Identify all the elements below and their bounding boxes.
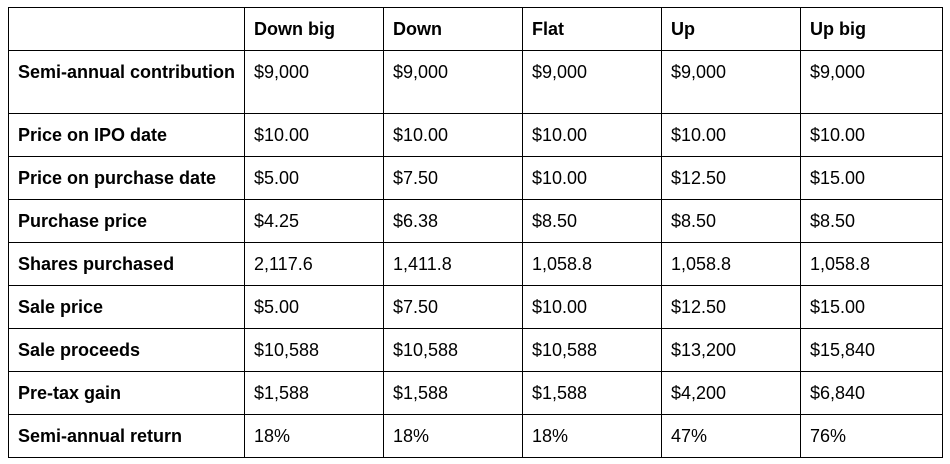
table-cell: $9,000	[244, 50, 384, 114]
table-cell: $15.00	[800, 285, 943, 329]
table-row: Sale price $5.00 $7.50 $10.00 $12.50 $15…	[8, 285, 943, 329]
column-header-up-big: Up big	[800, 7, 943, 51]
corner-cell	[8, 7, 245, 51]
table-header-row: Down big Down Flat Up Up big	[8, 7, 943, 51]
table-cell: $10.00	[383, 113, 523, 157]
table-cell: $12.50	[661, 156, 801, 200]
table-cell: $6.38	[383, 199, 523, 243]
table-row: Price on IPO date $10.00 $10.00 $10.00 $…	[8, 113, 943, 157]
table-cell: $9,000	[661, 50, 801, 114]
row-label: Purchase price	[8, 199, 245, 243]
table-cell: 18%	[522, 414, 662, 458]
table-cell: $13,200	[661, 328, 801, 372]
table-cell: $9,000	[383, 50, 523, 114]
table-cell: $7.50	[383, 156, 523, 200]
row-label: Semi-annual contribution	[8, 50, 245, 114]
table-row: Semi-annual contribution $9,000 $9,000 $…	[8, 50, 943, 114]
espp-scenario-table: Down big Down Flat Up Up big Semi-annual…	[8, 7, 943, 458]
row-label: Price on IPO date	[8, 113, 245, 157]
table-cell: $10,588	[522, 328, 662, 372]
column-header-down-big: Down big	[244, 7, 384, 51]
table-cell: 1,058.8	[661, 242, 801, 286]
table-cell: $10.00	[800, 113, 943, 157]
table-cell: $5.00	[244, 156, 384, 200]
table-cell: $1,588	[244, 371, 384, 415]
table-row: Purchase price $4.25 $6.38 $8.50 $8.50 $…	[8, 199, 943, 243]
row-label: Semi-annual return	[8, 414, 245, 458]
table-row: Price on purchase date $5.00 $7.50 $10.0…	[8, 156, 943, 200]
column-header-up: Up	[661, 7, 801, 51]
table-cell: $10.00	[661, 113, 801, 157]
table-cell: 2,117.6	[244, 242, 384, 286]
table-cell: $4,200	[661, 371, 801, 415]
table-cell: 1,058.8	[800, 242, 943, 286]
row-label: Price on purchase date	[8, 156, 245, 200]
row-label: Shares purchased	[8, 242, 245, 286]
table-cell: $4.25	[244, 199, 384, 243]
table-cell: $9,000	[800, 50, 943, 114]
table-cell: $7.50	[383, 285, 523, 329]
table-cell: $10.00	[244, 113, 384, 157]
table-cell: $10.00	[522, 285, 662, 329]
table-cell: $5.00	[244, 285, 384, 329]
table-cell: $10,588	[244, 328, 384, 372]
row-label: Sale proceeds	[8, 328, 245, 372]
table-cell: $1,588	[522, 371, 662, 415]
table-cell: $6,840	[800, 371, 943, 415]
table-cell: $8.50	[661, 199, 801, 243]
table-cell: $8.50	[522, 199, 662, 243]
table-cell: 47%	[661, 414, 801, 458]
table-cell: $15.00	[800, 156, 943, 200]
column-header-flat: Flat	[522, 7, 662, 51]
table-cell: 18%	[244, 414, 384, 458]
row-label: Sale price	[8, 285, 245, 329]
table-row: Semi-annual return 18% 18% 18% 47% 76%	[8, 414, 943, 458]
table-cell: $8.50	[800, 199, 943, 243]
table-cell: $9,000	[522, 50, 662, 114]
table-cell: $1,588	[383, 371, 523, 415]
table-cell: 1,411.8	[383, 242, 523, 286]
row-label: Pre-tax gain	[8, 371, 245, 415]
table-cell: 18%	[383, 414, 523, 458]
column-header-down: Down	[383, 7, 523, 51]
table-cell: $10.00	[522, 156, 662, 200]
table-cell: 76%	[800, 414, 943, 458]
table-cell: 1,058.8	[522, 242, 662, 286]
table-cell: $10.00	[522, 113, 662, 157]
table-row: Sale proceeds $10,588 $10,588 $10,588 $1…	[8, 328, 943, 372]
table-row: Pre-tax gain $1,588 $1,588 $1,588 $4,200…	[8, 371, 943, 415]
table-cell: $12.50	[661, 285, 801, 329]
table-cell: $15,840	[800, 328, 943, 372]
table-cell: $10,588	[383, 328, 523, 372]
table-row: Shares purchased 2,117.6 1,411.8 1,058.8…	[8, 242, 943, 286]
